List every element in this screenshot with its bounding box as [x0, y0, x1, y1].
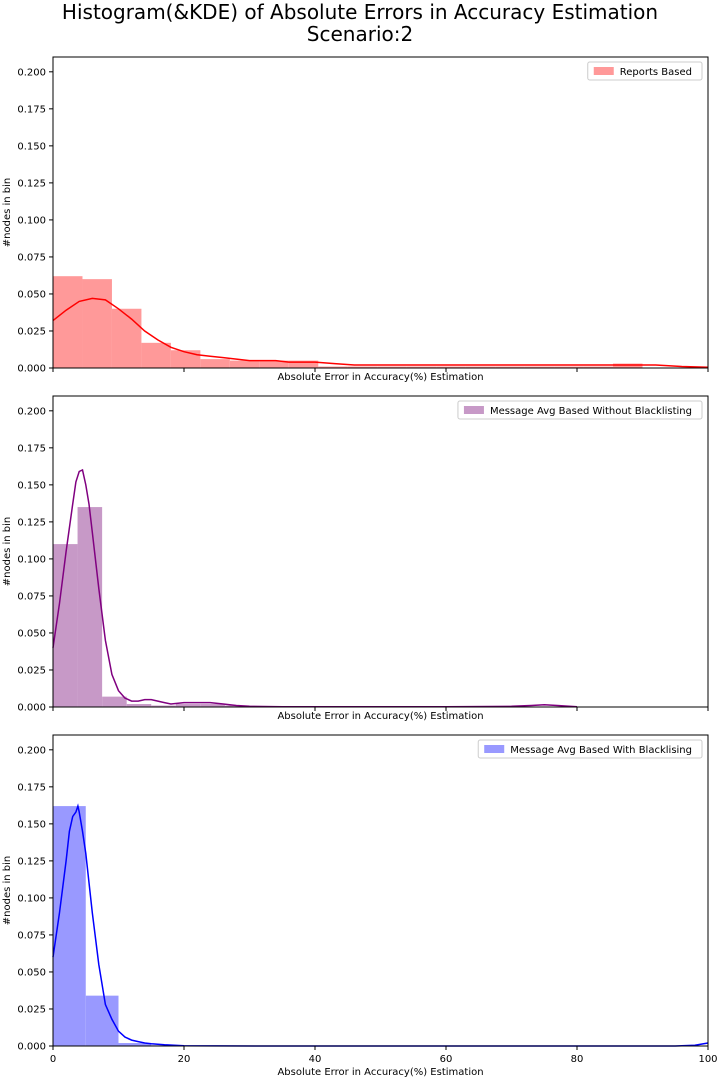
- y-tick-label: 0.100: [17, 893, 46, 904]
- y-tick-label: 0.000: [17, 364, 46, 375]
- legend-swatch: [463, 406, 484, 414]
- y-tick-label: 0.175: [17, 104, 46, 115]
- x-axis-label: Absolute Error in Accuracy(%) Estimation: [277, 372, 483, 383]
- y-tick-label: 0.200: [17, 406, 46, 417]
- y-axis-label: #nodes in bin: [2, 178, 13, 247]
- histogram-bar: [118, 1043, 152, 1046]
- figure-title: Histogram(&KDE) of Absolute Errors in Ac…: [61, 0, 659, 24]
- legend-swatch: [484, 745, 505, 753]
- histogram-bar: [465, 366, 496, 368]
- y-tick-label: 0.050: [17, 628, 46, 639]
- chart-panel-2: 0.000 0.025 0.050 0.075 0.100 0.125 0.150 0.175…: [2, 395, 709, 722]
- histogram-bar: [53, 276, 83, 368]
- histogram-bar: [554, 366, 584, 368]
- y-tick-label: 0.075: [17, 252, 46, 263]
- histogram-bar: [53, 806, 86, 1046]
- y-tick-label: 0.175: [17, 782, 46, 793]
- histogram-bar: [318, 366, 348, 368]
- kde-line: [52, 803, 709, 1047]
- histogram-bar: [524, 366, 555, 368]
- histogram-bar: [170, 350, 201, 368]
- figure-subtitle: Scenario:2: [306, 22, 414, 46]
- x-tick-label: 20: [178, 1054, 191, 1065]
- histogram-bar: [347, 366, 378, 368]
- histogram-bar: [102, 696, 127, 707]
- legend-box: [477, 739, 703, 759]
- y-tick-label: 0.200: [17, 67, 46, 78]
- y-tick-label: 0.050: [17, 967, 46, 978]
- y-axis-label: #nodes in bin: [2, 517, 13, 586]
- histogram-bar: [200, 359, 230, 368]
- y-tick-label: 0.125: [17, 517, 46, 528]
- y-tick-label: 0.025: [17, 1004, 46, 1015]
- histogram-bar: [53, 544, 78, 707]
- chart-panel-1: 0.000 0.025 0.050 0.075 0.100 0.125 0.150 0.175…: [2, 56, 709, 383]
- histogram-bar: [175, 704, 201, 707]
- y-tick-label: 0.025: [17, 326, 46, 337]
- y-tick-label: 0.000: [17, 1042, 46, 1053]
- y-tick-label: 0.100: [17, 554, 46, 565]
- legend: Message Avg Based Without Blacklisting: [457, 400, 703, 420]
- kde-line: [52, 468, 578, 708]
- kde-line: [52, 297, 709, 369]
- y-tick-label: 0.200: [17, 745, 46, 756]
- x-tick-label: 0: [50, 1054, 56, 1065]
- y-tick-label: 0.125: [17, 178, 46, 189]
- legend-label: Message Avg Based With Blacklising: [510, 745, 692, 756]
- axes-frame: [52, 395, 709, 708]
- y-tick-label: 0.150: [17, 480, 46, 491]
- y-tick-label: 0.025: [17, 665, 46, 676]
- histogram-bar: [436, 366, 466, 368]
- histogram-bar: [126, 704, 152, 707]
- histogram-bar: [200, 704, 225, 707]
- x-tick-label: 100: [698, 1054, 717, 1065]
- legend: Message Avg Based With Blacklising: [477, 739, 703, 759]
- legend-label: Message Avg Based Without Blacklisting: [490, 406, 692, 417]
- histogram-bar: [495, 366, 525, 368]
- y-tick-label: 0.000: [17, 703, 46, 714]
- x-tick-label: 80: [571, 1054, 584, 1065]
- histogram-bar: [77, 507, 103, 707]
- legend-swatch: [593, 67, 614, 75]
- axes-frame: [52, 734, 709, 1047]
- histogram-bar: [288, 360, 319, 368]
- chart-panel-3: 0.000 0.025 0.050 0.075 0.100 0.125 0.150 0.175…: [2, 734, 718, 1078]
- y-tick-label: 0.075: [17, 930, 46, 941]
- x-axis-label: Absolute Error in Accuracy(%) Estimation: [277, 711, 483, 722]
- histogram-bar: [82, 279, 112, 368]
- histogram-bar: [377, 366, 407, 368]
- histogram-bar: [141, 342, 171, 368]
- histogram-bar: [259, 360, 289, 368]
- legend: Reports Based: [587, 61, 703, 81]
- y-tick-label: 0.100: [17, 215, 46, 226]
- x-tick-label: 60: [440, 1054, 453, 1065]
- histogram-bar: [583, 366, 614, 368]
- legend-box: [587, 61, 703, 81]
- y-tick-label: 0.125: [17, 856, 46, 867]
- legend-label: Reports Based: [620, 67, 692, 78]
- histogram-bar: [111, 308, 142, 368]
- y-tick-label: 0.150: [17, 141, 46, 152]
- y-tick-label: 0.050: [17, 289, 46, 300]
- y-tick-label: 0.175: [17, 443, 46, 454]
- histogram-bar: [613, 363, 643, 368]
- y-tick-label: 0.150: [17, 819, 46, 830]
- histogram-bar: [229, 360, 260, 368]
- x-axis-label: Absolute Error in Accuracy(%) Estimation: [277, 1067, 483, 1078]
- y-tick-label: 0.075: [17, 591, 46, 602]
- axes-frame: [52, 56, 709, 369]
- legend-box: [457, 400, 703, 420]
- histogram-bar: [406, 366, 437, 368]
- y-axis-label: #nodes in bin: [2, 856, 13, 925]
- histogram-bar: [151, 705, 176, 707]
- x-tick-label: 40: [309, 1054, 322, 1065]
